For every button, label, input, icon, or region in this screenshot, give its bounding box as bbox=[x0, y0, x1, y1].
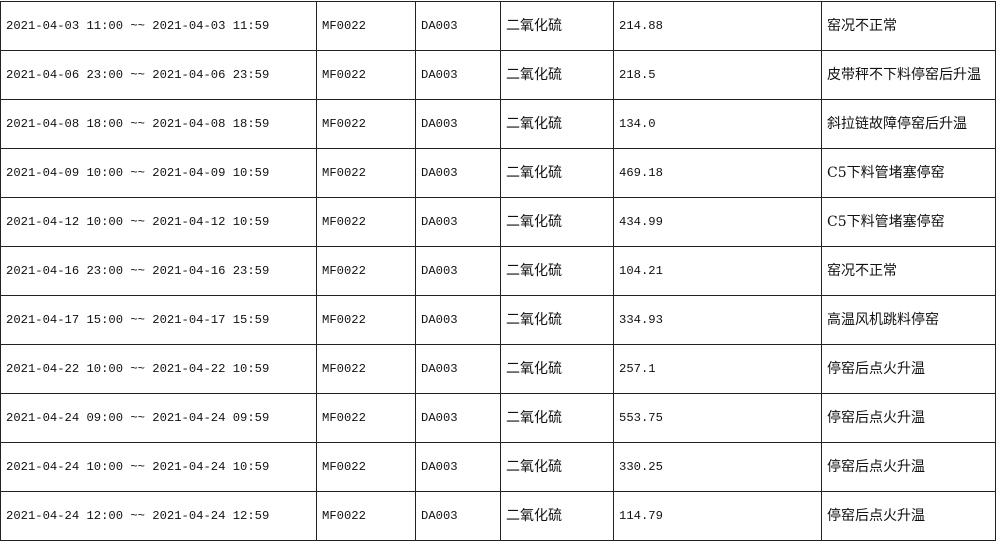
table-row: 2021-04-16 23:00 ~~ 2021-04-16 23:59 MF00… bbox=[0, 246, 996, 296]
reason-cell: 停窑后点火升温 bbox=[821, 393, 996, 443]
value-cell: 104.21 bbox=[613, 246, 822, 296]
reason-cell: 皮带秤不下料停窑后升温 bbox=[821, 50, 996, 100]
outlet-code-cell: DA003 bbox=[415, 393, 501, 443]
value-cell: 114.79 bbox=[613, 491, 822, 541]
table-row: 2021-04-03 11:00 ~~ 2021-04-03 11:59 MF00… bbox=[0, 1, 996, 51]
value-cell: 469.18 bbox=[613, 148, 822, 198]
pollutant-cell: 二氧化硫 bbox=[500, 50, 614, 100]
table-row: 2021-04-24 12:00 ~~ 2021-04-24 12:59 MF00… bbox=[0, 491, 996, 541]
reason-cell: 窑况不正常 bbox=[821, 246, 996, 296]
monitor-code-cell: MF0022 bbox=[316, 148, 416, 198]
time-period-cell: 2021-04-24 09:00 ~~ 2021-04-24 09:59 bbox=[0, 393, 317, 443]
monitor-code-cell: MF0022 bbox=[316, 344, 416, 394]
outlet-code-cell: DA003 bbox=[415, 50, 501, 100]
reason-cell: 停窑后点火升温 bbox=[821, 344, 996, 394]
value-cell: 334.93 bbox=[613, 295, 822, 345]
pollutant-cell: 二氧化硫 bbox=[500, 1, 614, 51]
table-row: 2021-04-22 10:00 ~~ 2021-04-22 10:59 MF00… bbox=[0, 344, 996, 394]
value-cell: 214.88 bbox=[613, 1, 822, 51]
reason-cell: 窑况不正常 bbox=[821, 1, 996, 51]
pollutant-cell: 二氧化硫 bbox=[500, 148, 614, 198]
pollutant-cell: 二氧化硫 bbox=[500, 442, 614, 492]
outlet-code-cell: DA003 bbox=[415, 148, 501, 198]
value-cell: 553.75 bbox=[613, 393, 822, 443]
monitor-code-cell: MF0022 bbox=[316, 295, 416, 345]
pollutant-cell: 二氧化硫 bbox=[500, 295, 614, 345]
monitor-code-cell: MF0022 bbox=[316, 197, 416, 247]
monitor-code-cell: MF0022 bbox=[316, 442, 416, 492]
pollutant-cell: 二氧化硫 bbox=[500, 197, 614, 247]
table-row: 2021-04-24 10:00 ~~ 2021-04-24 10:59 MF00… bbox=[0, 442, 996, 492]
value-cell: 330.25 bbox=[613, 442, 822, 492]
outlet-code-cell: DA003 bbox=[415, 442, 501, 492]
outlet-code-cell: DA003 bbox=[415, 246, 501, 296]
reason-cell: 高温风机跳料停窑 bbox=[821, 295, 996, 345]
table-row: 2021-04-17 15:00 ~~ 2021-04-17 15:59 MF00… bbox=[0, 295, 996, 345]
pollutant-cell: 二氧化硫 bbox=[500, 344, 614, 394]
time-period-cell: 2021-04-17 15:00 ~~ 2021-04-17 15:59 bbox=[0, 295, 317, 345]
outlet-code-cell: DA003 bbox=[415, 491, 501, 541]
monitor-code-cell: MF0022 bbox=[316, 491, 416, 541]
outlet-code-cell: DA003 bbox=[415, 344, 501, 394]
reason-cell: C5下料管堵塞停窑 bbox=[821, 197, 996, 247]
table-row: 2021-04-24 09:00 ~~ 2021-04-24 09:59 MF00… bbox=[0, 393, 996, 443]
time-period-cell: 2021-04-24 10:00 ~~ 2021-04-24 10:59 bbox=[0, 442, 317, 492]
time-period-cell: 2021-04-12 10:00 ~~ 2021-04-12 10:59 bbox=[0, 197, 317, 247]
time-period-cell: 2021-04-22 10:00 ~~ 2021-04-22 10:59 bbox=[0, 344, 317, 394]
pollutant-cell: 二氧化硫 bbox=[500, 393, 614, 443]
table-row: 2021-04-12 10:00 ~~ 2021-04-12 10:59 MF00… bbox=[0, 197, 996, 247]
time-period-cell: 2021-04-08 18:00 ~~ 2021-04-08 18:59 bbox=[0, 99, 317, 149]
monitor-code-cell: MF0022 bbox=[316, 393, 416, 443]
outlet-code-cell: DA003 bbox=[415, 197, 501, 247]
time-period-cell: 2021-04-09 10:00 ~~ 2021-04-09 10:59 bbox=[0, 148, 317, 198]
value-cell: 434.99 bbox=[613, 197, 822, 247]
time-period-cell: 2021-04-06 23:00 ~~ 2021-04-06 23:59 bbox=[0, 50, 317, 100]
value-cell: 257.1 bbox=[613, 344, 822, 394]
value-cell: 218.5 bbox=[613, 50, 822, 100]
outlet-code-cell: DA003 bbox=[415, 1, 501, 51]
table-row: 2021-04-08 18:00 ~~ 2021-04-08 18:59 MF00… bbox=[0, 99, 996, 149]
pollutant-cell: 二氧化硫 bbox=[500, 99, 614, 149]
pollutant-cell: 二氧化硫 bbox=[500, 246, 614, 296]
monitor-code-cell: MF0022 bbox=[316, 1, 416, 51]
monitor-code-cell: MF0022 bbox=[316, 50, 416, 100]
table-row: 2021-04-06 23:00 ~~ 2021-04-06 23:59 MF00… bbox=[0, 50, 996, 100]
monitor-code-cell: MF0022 bbox=[316, 246, 416, 296]
pollutant-cell: 二氧化硫 bbox=[500, 491, 614, 541]
time-period-cell: 2021-04-16 23:00 ~~ 2021-04-16 23:59 bbox=[0, 246, 317, 296]
outlet-code-cell: DA003 bbox=[415, 295, 501, 345]
outlet-code-cell: DA003 bbox=[415, 99, 501, 149]
monitor-code-cell: MF0022 bbox=[316, 99, 416, 149]
reason-cell: 停窑后点火升温 bbox=[821, 491, 996, 541]
time-period-cell: 2021-04-03 11:00 ~~ 2021-04-03 11:59 bbox=[0, 1, 317, 51]
value-cell: 134.0 bbox=[613, 99, 822, 149]
table-row: 2021-04-09 10:00 ~~ 2021-04-09 10:59 MF00… bbox=[0, 148, 996, 198]
time-period-cell: 2021-04-24 12:00 ~~ 2021-04-24 12:59 bbox=[0, 491, 317, 541]
reason-cell: 斜拉链故障停窑后升温 bbox=[821, 99, 996, 149]
reason-cell: C5下料管堵塞停窑 bbox=[821, 148, 996, 198]
reason-cell: 停窑后点火升温 bbox=[821, 442, 996, 492]
